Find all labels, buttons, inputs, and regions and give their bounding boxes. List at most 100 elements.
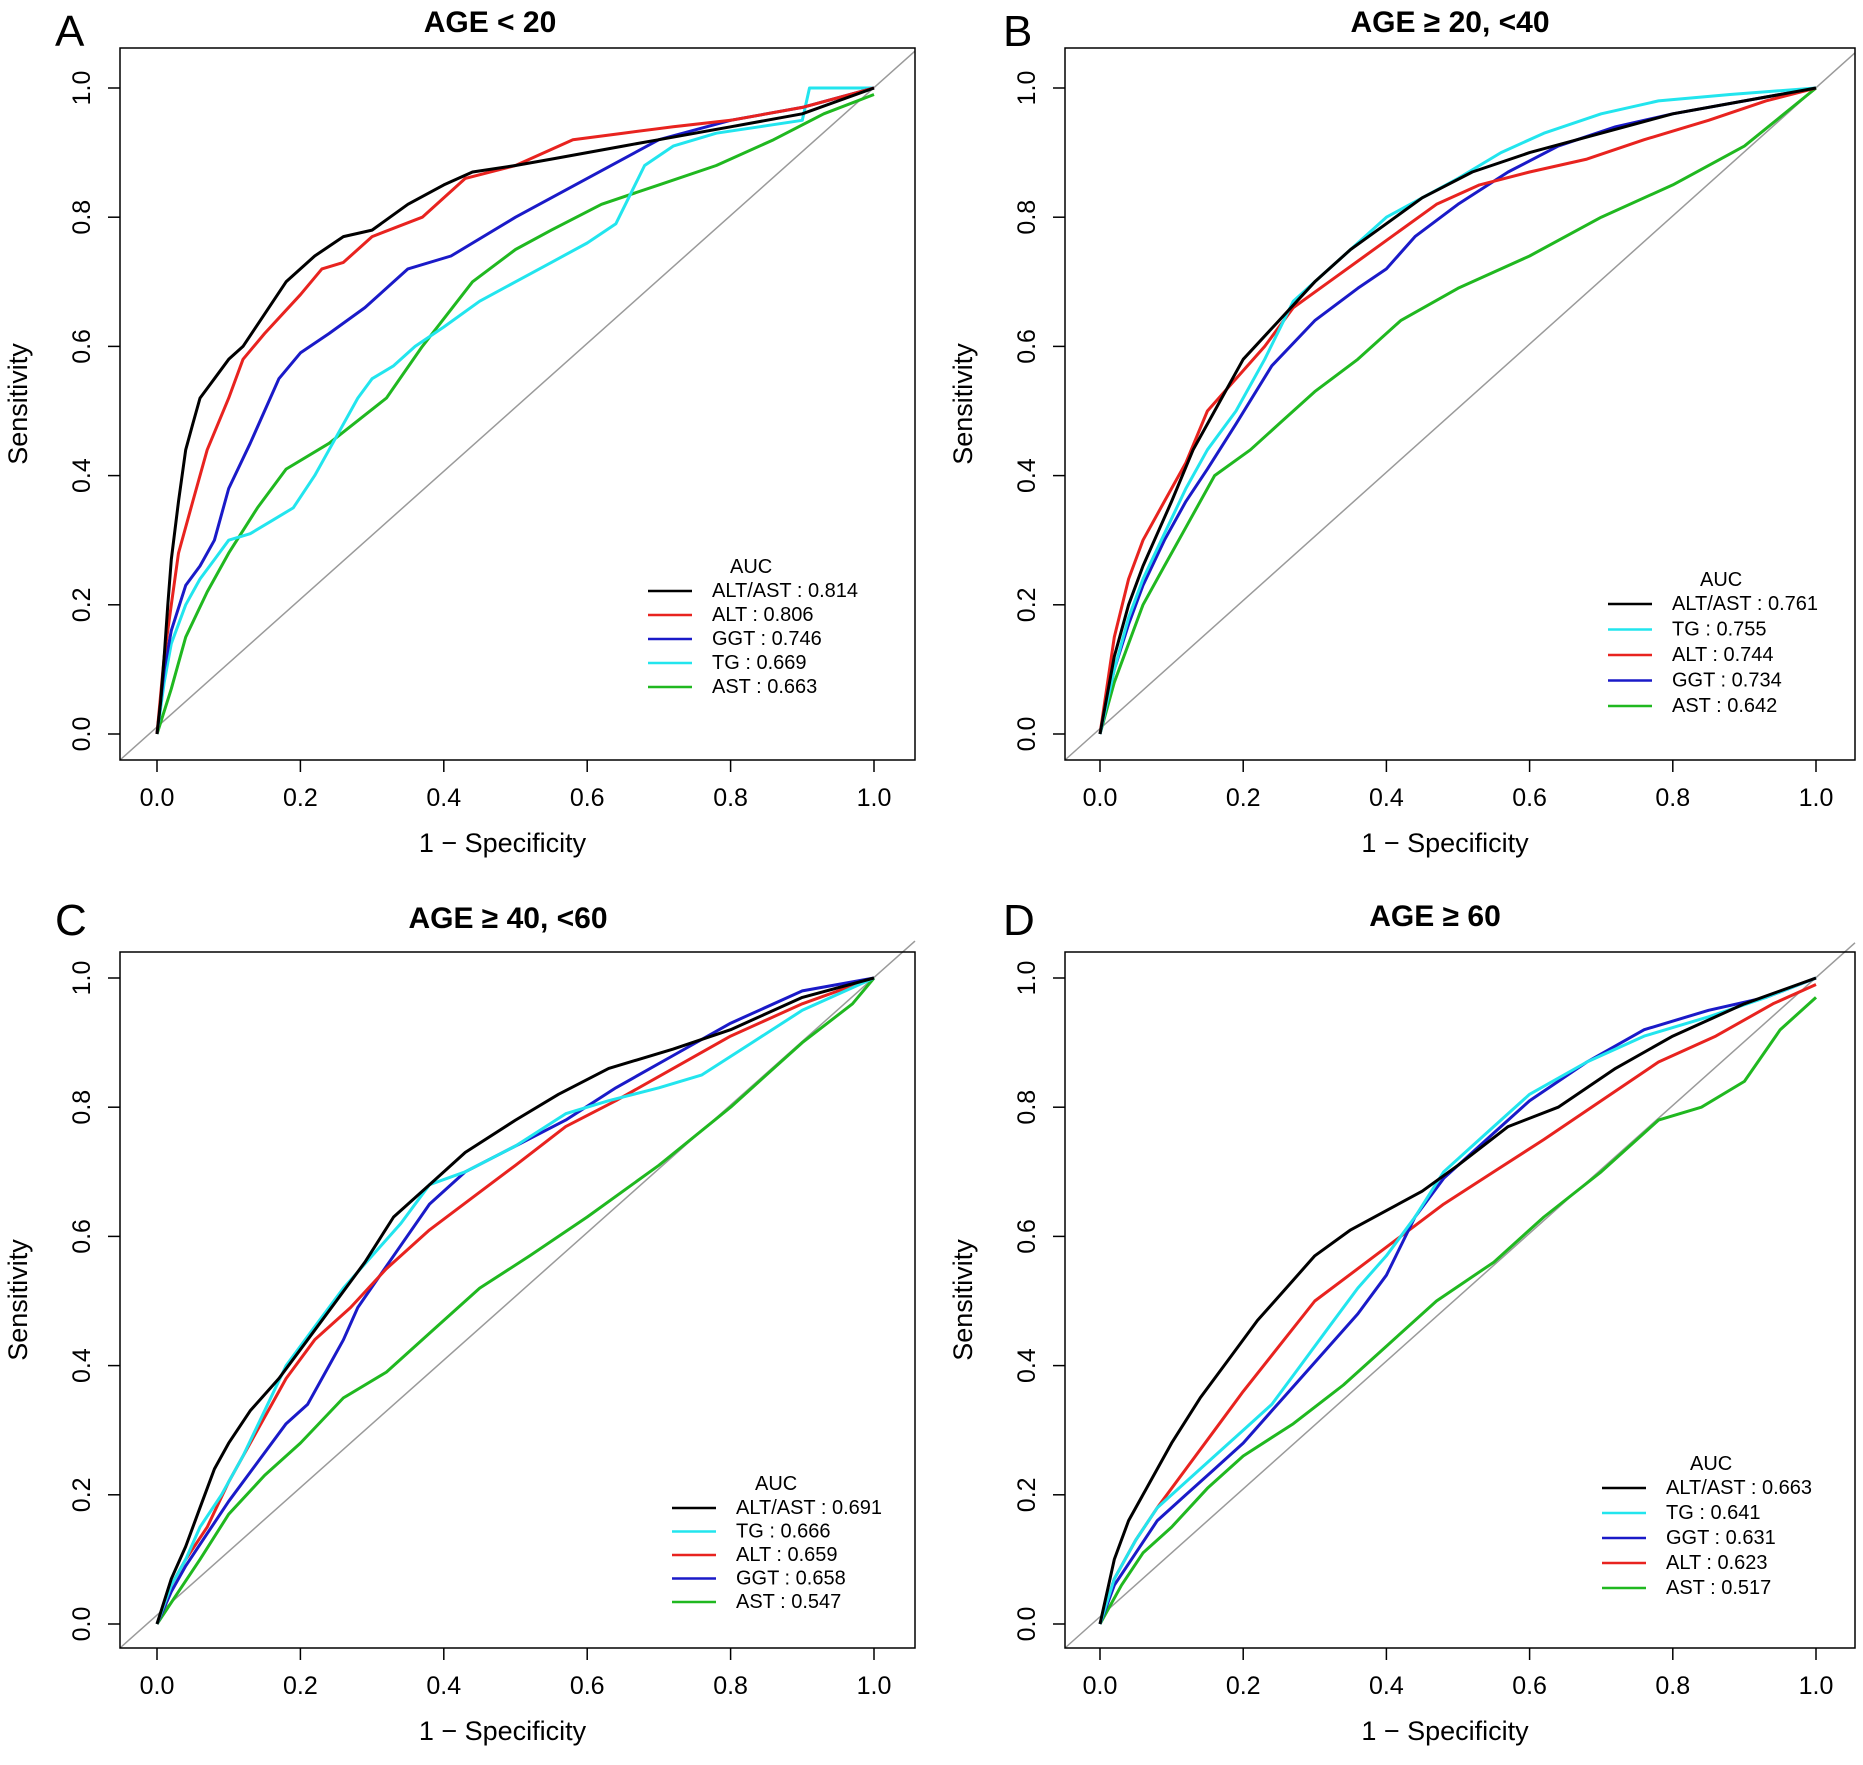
x-axis-title: 1 − Specificity	[1361, 828, 1529, 858]
legend-label: ALT/AST : 0.761	[1672, 593, 1818, 615]
y-tick-label: 0.6	[68, 1219, 96, 1254]
x-tick-label: 0.0	[1083, 1672, 1118, 1700]
y-axis-title: Sensitivity	[948, 1239, 978, 1361]
x-tick-label: 0.0	[140, 784, 175, 812]
y-axis-title: Sensitivity	[3, 1239, 33, 1361]
x-tick-label: 0.6	[1512, 784, 1547, 812]
reference-diagonal	[1064, 52, 1856, 761]
roc-curve-ggt	[155, 86, 875, 735]
x-tick-label: 0.8	[713, 1672, 748, 1700]
x-tick-label: 0.6	[1512, 1672, 1547, 1700]
legend-title: AUC	[730, 556, 772, 578]
y-tick-label: 0.8	[1013, 1090, 1041, 1125]
panel-letter: D	[1003, 896, 1035, 945]
y-axis-title: Sensitivity	[3, 343, 33, 465]
y-tick-label: 0.8	[68, 1090, 96, 1125]
y-tick-label: 0.6	[1013, 1219, 1041, 1254]
roc-curve-alt-ast	[155, 86, 875, 735]
plot-frame	[1064, 47, 1856, 761]
legend-label: AST : 0.517	[1666, 1577, 1771, 1599]
roc-curve-alt	[155, 976, 875, 1625]
roc-curve-ggt	[155, 976, 875, 1625]
panel-letter: A	[55, 7, 85, 56]
roc-curve-ggt	[1098, 86, 1817, 735]
roc-curve-alt	[155, 86, 875, 735]
y-tick-label: 0.0	[1013, 1607, 1041, 1642]
legend-label: AST : 0.642	[1672, 695, 1777, 717]
plot-frame	[119, 47, 916, 761]
x-tick-label: 0.8	[713, 784, 748, 812]
roc-curve-alt	[1098, 86, 1817, 735]
legend-label: TG : 0.666	[736, 1521, 831, 1543]
series-group	[1098, 86, 1817, 735]
plot-frame	[119, 951, 916, 1649]
y-tick-label: 0.2	[1013, 587, 1041, 622]
x-tick-label: 0.4	[426, 1672, 461, 1700]
x-tick-label: 0.2	[1226, 1672, 1261, 1700]
panel-letter: B	[1003, 7, 1032, 56]
roc-curve-ast	[1098, 86, 1817, 735]
y-tick-label: 0.4	[1013, 1348, 1041, 1383]
x-tick-label: 0.8	[1655, 1672, 1690, 1700]
y-tick-label: 0.2	[68, 1477, 96, 1512]
panel-title: AGE ≥ 40, <60	[408, 902, 607, 935]
panel-title: AGE < 20	[424, 6, 557, 39]
legend-label: ALT : 0.623	[1666, 1552, 1768, 1574]
y-tick-label: 0.6	[68, 329, 96, 364]
x-tick-label: 0.8	[1655, 784, 1690, 812]
x-tick-label: 0.4	[1369, 1672, 1404, 1700]
x-tick-label: 0.6	[570, 784, 605, 812]
x-tick-label: 1.0	[857, 784, 892, 812]
roc-curve-alt-ast	[1098, 976, 1817, 1625]
legend-label: TG : 0.669	[712, 652, 807, 674]
roc-curve-ast	[155, 93, 875, 735]
panel-d: D AGE ≥ 60 0.0 0.2 0.4 0.6 0.8 1.0 0.0 0.2 0.4 0.6 0…	[948, 896, 1856, 1746]
y-tick-label: 0.4	[1013, 458, 1041, 493]
y-tick-label: 0.0	[68, 717, 96, 752]
legend-title: AUC	[755, 1473, 797, 1495]
x-axis-title: 1 − Specificity	[419, 1716, 587, 1746]
legend-label: TG : 0.641	[1666, 1502, 1761, 1524]
legend-label: ALT/AST : 0.814	[712, 580, 858, 602]
x-tick-label: 1.0	[1799, 784, 1834, 812]
roc-curve-ast	[1098, 996, 1818, 1625]
panel-letter: C	[55, 896, 87, 945]
y-tick-label: 1.0	[68, 961, 96, 996]
y-tick-label: 0.2	[1013, 1477, 1041, 1512]
legend-label: GGT : 0.658	[736, 1568, 846, 1590]
x-tick-label: 1.0	[857, 1672, 892, 1700]
series-group	[1098, 976, 1818, 1625]
legend-label: GGT : 0.734	[1672, 670, 1782, 692]
panel-b: B AGE ≥ 20, <40 0.0 0.2 0.4 0.6 0.8 1.0 0.0 0.2 0.…	[948, 6, 1856, 858]
y-tick-label: 0.6	[1013, 329, 1041, 364]
legend-label: ALT/AST : 0.691	[736, 1497, 882, 1519]
legend-label: ALT : 0.659	[736, 1544, 838, 1566]
x-tick-label: 0.2	[1226, 784, 1261, 812]
legend-label: GGT : 0.746	[712, 628, 822, 650]
legend-label: ALT : 0.744	[1672, 644, 1774, 666]
x-tick-label: 0.6	[570, 1672, 605, 1700]
roc-curve-tg	[1098, 976, 1817, 1625]
legend-title: AUC	[1700, 569, 1742, 591]
x-tick-label: 1.0	[1799, 1672, 1834, 1700]
x-tick-label: 0.0	[1083, 784, 1118, 812]
legend-label: AST : 0.663	[712, 676, 817, 698]
y-tick-label: 1.0	[68, 71, 96, 106]
panel-c: C AGE ≥ 40, <60 0.0 0.2 0.4 0.6 0.8 1.0 0.0 0.2 0.…	[3, 896, 916, 1746]
x-tick-label: 0.0	[140, 1672, 175, 1700]
roc-curve-ggt	[1098, 976, 1817, 1625]
x-axis-title: 1 − Specificity	[1361, 1716, 1529, 1746]
roc-curve-tg	[155, 86, 874, 735]
roc-curve-alt-ast	[1098, 86, 1817, 735]
roc-curve-alt-ast	[155, 976, 875, 1625]
y-tick-label: 0.0	[1013, 717, 1041, 752]
y-tick-label: 0.8	[1013, 200, 1041, 235]
y-tick-label: 1.0	[1013, 71, 1041, 106]
reference-diagonal	[1064, 942, 1856, 1649]
legend-label: ALT/AST : 0.663	[1666, 1477, 1812, 1499]
